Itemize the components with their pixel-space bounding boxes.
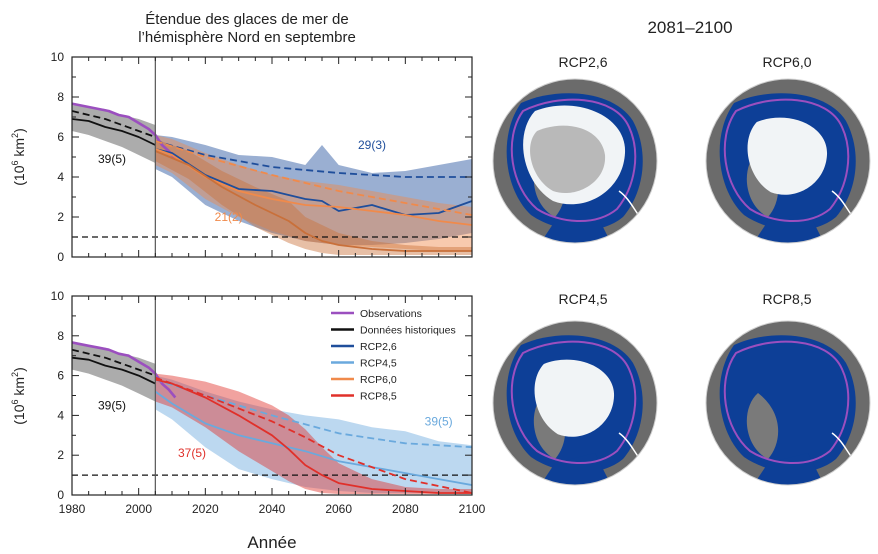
y-tick-label: 10	[51, 50, 65, 64]
x-axis-label: Année	[247, 533, 296, 552]
y-tick-label: 4	[57, 170, 64, 184]
x-tick-label: 2060	[325, 502, 352, 516]
left-title-line1: Étendue des glaces de mer de	[145, 11, 348, 28]
sea-ice-map: RCP4,5	[492, 291, 658, 486]
plot-area	[72, 341, 472, 494]
legend-label: RCP4,5	[360, 358, 397, 370]
map-border	[492, 320, 658, 486]
data-annotation: 37(5)	[178, 446, 206, 460]
series-line-top-4	[155, 140, 472, 178]
map-border	[492, 78, 658, 244]
legend-label: RCP8,5	[360, 391, 397, 403]
legend: Observations Données historiques RCP2,6 RCP…	[331, 308, 456, 403]
y-tick-label: 6	[57, 130, 64, 144]
y-tick-label: 8	[57, 90, 64, 104]
y-tick-label: 8	[57, 329, 64, 343]
x-tick-label: 2020	[192, 502, 219, 516]
map-label: RCP4,5	[558, 291, 607, 307]
legend-label: Données historiques	[360, 325, 456, 337]
data-annotation: 39(5)	[98, 398, 126, 412]
observed-ice-edge	[510, 98, 637, 222]
greenland	[746, 393, 779, 459]
map-border	[705, 320, 871, 486]
sea-ice-map: RCP2,6	[492, 54, 658, 244]
legend-label: RCP2,6	[360, 341, 397, 353]
map-label: RCP6,0	[762, 54, 811, 70]
data-annotation: 39(5)	[425, 414, 453, 428]
data-annotation: 21(2)	[215, 210, 243, 224]
chart-panel-bottom: 0 2 4 6 8 10 1980 2000 2020 2040 2060 2080 2100 39(5)…	[51, 289, 486, 516]
data-annotation: 29(3)	[358, 138, 386, 152]
series-line-bottom-1	[72, 356, 156, 385]
multi-year-ice	[530, 125, 606, 194]
y-axis-label-bottom: (106 km2)	[10, 367, 27, 425]
sea-ice-extent	[747, 117, 828, 195]
band-top-3	[155, 135, 472, 245]
series-line-bottom-3	[154, 390, 472, 486]
x-tick-label: 2100	[459, 502, 486, 516]
chart-panel-top: 0 2 4 6 8 10 39(5) 29(3) 21(2)	[51, 50, 473, 264]
left-title-line2: l’hémisphère Nord en septembre	[138, 29, 356, 46]
x-tick-label: 1980	[59, 502, 86, 516]
sea-ice-map: RCP8,5	[705, 291, 871, 486]
ocean	[719, 335, 856, 473]
y-tick-label: 10	[51, 289, 65, 303]
y-tick-label: 0	[57, 250, 64, 264]
series-line-bottom-6	[154, 376, 472, 494]
x-tick-label: 2040	[259, 502, 286, 516]
series-line-bottom-4	[155, 378, 472, 449]
data-annotation: 39(5)	[98, 152, 126, 166]
x-tick-label: 2080	[392, 502, 419, 516]
sea-ice-map: RCP6,0	[705, 54, 871, 244]
observed-ice-edge	[510, 340, 637, 464]
x-tick-label: 2000	[125, 502, 152, 516]
observed-ice-edge	[723, 340, 850, 464]
map-border	[705, 78, 871, 244]
right-title: 2081–2100	[647, 18, 732, 37]
series-line-top-0	[72, 102, 177, 160]
y-tick-label: 2	[57, 210, 64, 224]
observed-ice-edge	[723, 98, 850, 222]
legend-label: Observations	[360, 308, 422, 320]
y-axis-label-top: (106 km2)	[10, 128, 27, 186]
series-line-bottom-0	[72, 341, 177, 399]
plot-area	[72, 102, 472, 255]
series-line-top-1	[72, 118, 156, 146]
series-line-top-6	[155, 140, 472, 216]
series-line-bottom-2	[72, 348, 156, 377]
series-line-top-2	[72, 110, 156, 138]
y-tick-label: 6	[57, 369, 64, 383]
series-line-top-7	[154, 150, 472, 252]
sea-ice-maps: RCP2,6 RCP6,0 RCP4,5 RCP8,5	[492, 54, 871, 486]
y-tick-label: 4	[57, 408, 64, 422]
map-label: RCP8,5	[762, 291, 811, 307]
y-tick-label: 0	[57, 488, 64, 502]
sea-ice-extent	[534, 359, 615, 437]
y-tick-label: 2	[57, 448, 64, 462]
map-label: RCP2,6	[558, 54, 607, 70]
legend-label: RCP6,0	[360, 374, 397, 386]
